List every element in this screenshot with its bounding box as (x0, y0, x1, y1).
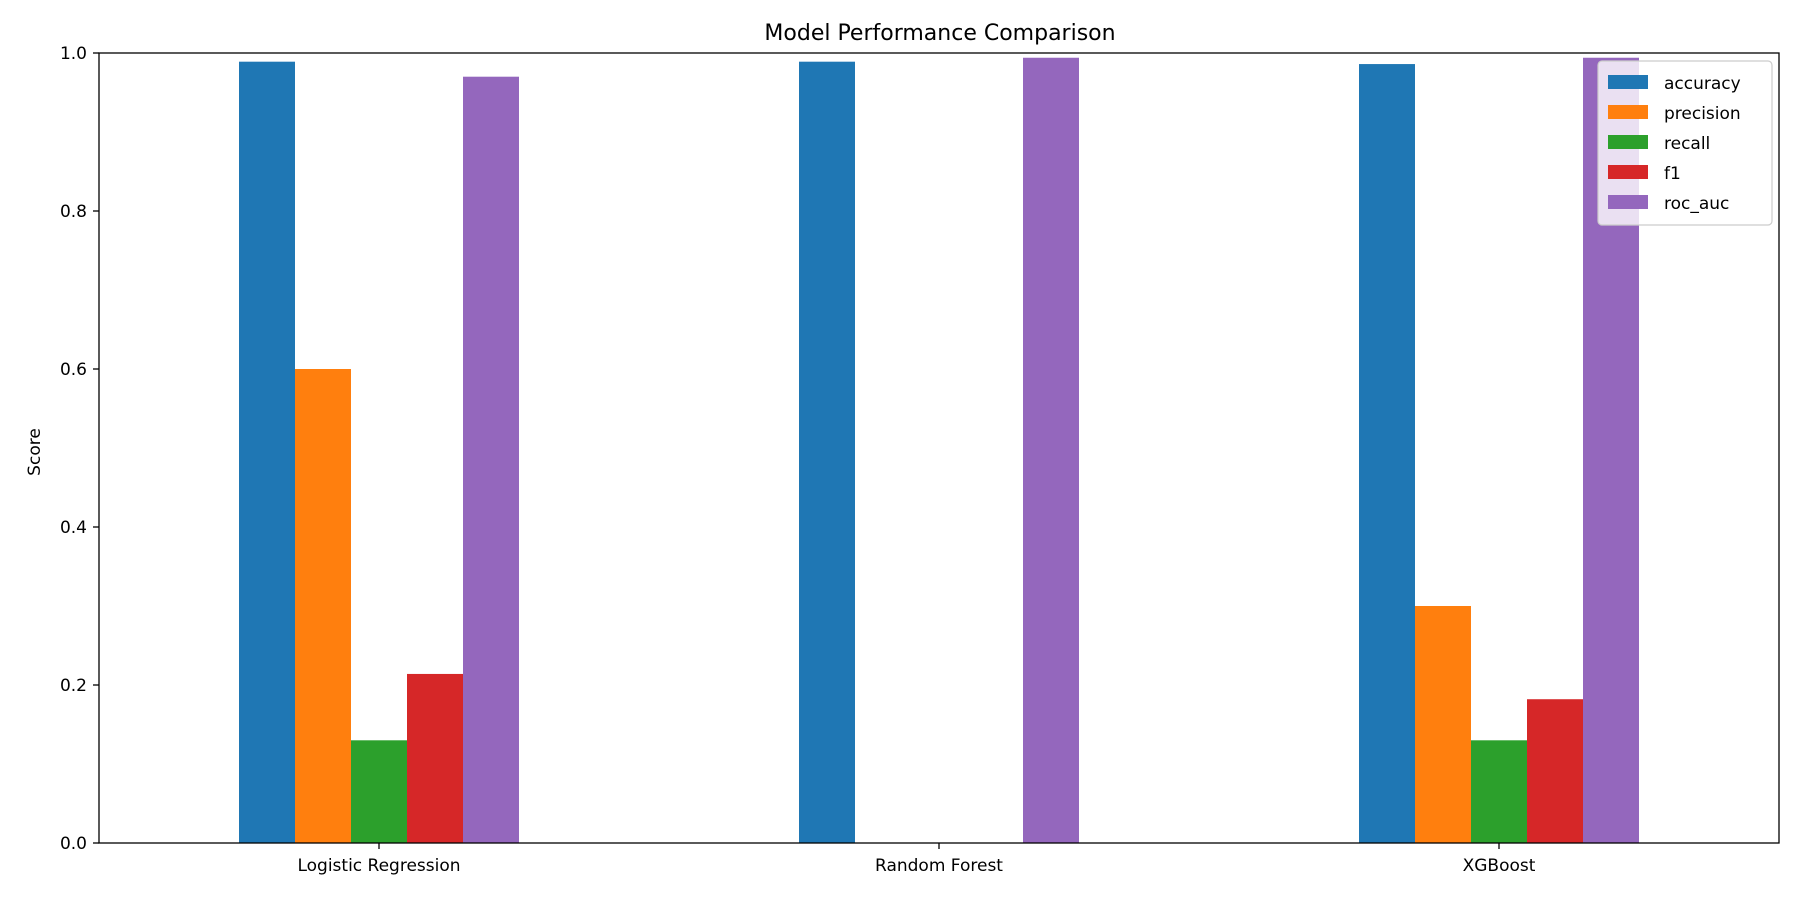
bar-accuracy-1 (799, 61, 855, 843)
legend-label-roc_auc: roc_auc (1664, 194, 1729, 214)
bar-accuracy-0 (239, 61, 295, 843)
legend-swatch-f1 (1608, 165, 1648, 179)
legend-swatch-precision (1608, 105, 1648, 119)
bar-roc_auc-1 (1023, 57, 1079, 844)
x-tick-label: Logistic Regression (297, 856, 460, 876)
y-axis: 0.0 0.2 0.4 0.6 0.8 1.0 (60, 44, 99, 854)
legend-label-accuracy: accuracy (1664, 74, 1741, 94)
legend-swatch-recall (1608, 135, 1648, 149)
bar-recall-0 (351, 740, 407, 843)
bar-recall-2 (1471, 740, 1527, 843)
x-tick-label: XGBoost (1463, 856, 1536, 876)
plot-frame (98, 52, 1780, 844)
bar-precision-2 (1415, 606, 1471, 843)
y-tick-label: 0.2 (60, 676, 87, 696)
y-tick-label: 0.6 (60, 360, 87, 380)
x-axis: Logistic Regression Random Forest XGBoost (297, 843, 1536, 876)
legend-box (1597, 60, 1773, 226)
legend-label-precision: precision (1664, 104, 1741, 124)
chart-title: Model Performance Comparison (764, 21, 1115, 46)
legend-swatch-accuracy (1608, 75, 1648, 89)
y-tick-label: 0.4 (60, 518, 87, 538)
bar-precision-0 (295, 369, 351, 843)
y-tick-label: 1.0 (60, 44, 87, 64)
bar-f1-2 (1527, 699, 1583, 843)
bar-f1-0 (407, 673, 463, 843)
y-tick-label: 0.8 (60, 202, 87, 222)
y-axis-label: Score (25, 428, 45, 476)
legend-swatch-roc_auc (1608, 195, 1648, 209)
bar-accuracy-2 (1359, 64, 1415, 843)
legend-label-recall: recall (1664, 134, 1710, 154)
bars-group (239, 57, 1639, 844)
bar-roc_auc-0 (463, 76, 519, 843)
legend: accuracy precision recall f1 roc_auc (1597, 60, 1773, 226)
legend-label-f1: f1 (1664, 164, 1681, 184)
y-tick-label: 0.0 (60, 834, 87, 854)
x-tick-label: Random Forest (875, 856, 1003, 876)
